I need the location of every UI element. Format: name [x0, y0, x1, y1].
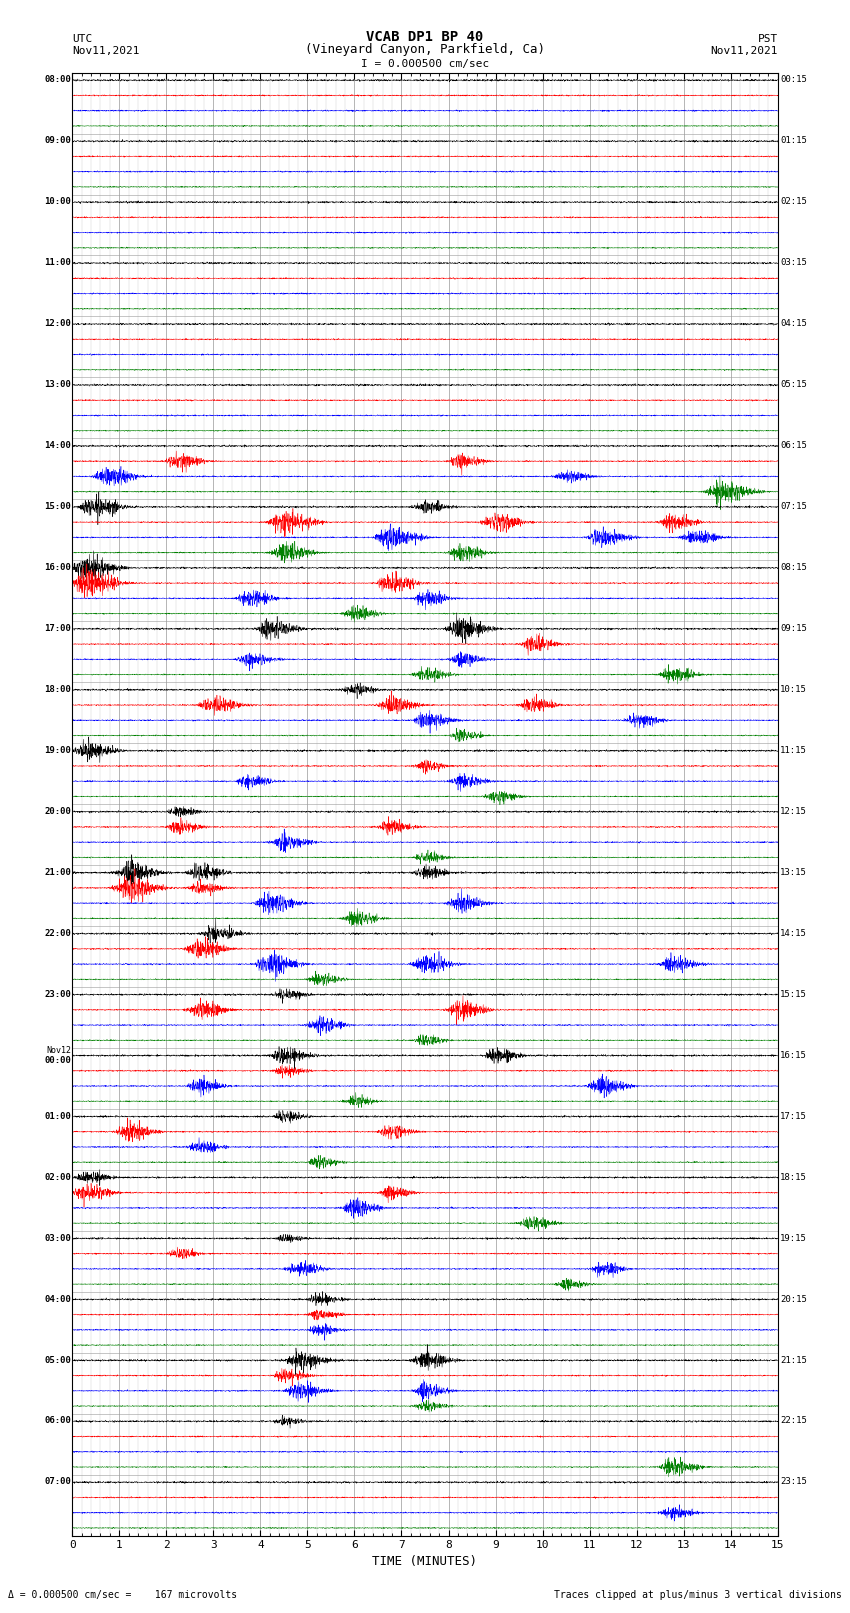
Text: (Vineyard Canyon, Parkfield, Ca): (Vineyard Canyon, Parkfield, Ca)	[305, 44, 545, 56]
Text: 08:15: 08:15	[780, 563, 807, 573]
Text: 22:00: 22:00	[44, 929, 71, 937]
Text: 11:00: 11:00	[44, 258, 71, 268]
Text: 07:15: 07:15	[780, 502, 807, 511]
Text: 08:00: 08:00	[44, 76, 71, 84]
Text: 09:00: 09:00	[44, 137, 71, 145]
Text: 10:00: 10:00	[44, 197, 71, 206]
Text: 11:15: 11:15	[780, 745, 807, 755]
Text: 19:15: 19:15	[780, 1234, 807, 1242]
Text: 10:15: 10:15	[780, 686, 807, 694]
Text: 13:15: 13:15	[780, 868, 807, 877]
Text: 03:00: 03:00	[44, 1234, 71, 1242]
Text: 14:00: 14:00	[44, 440, 71, 450]
Text: 05:00: 05:00	[44, 1355, 71, 1365]
Text: 16:00: 16:00	[44, 563, 71, 573]
Text: 06:00: 06:00	[44, 1416, 71, 1426]
Text: 12:15: 12:15	[780, 806, 807, 816]
Text: 06:15: 06:15	[780, 440, 807, 450]
Text: 00:00: 00:00	[44, 1055, 71, 1065]
Text: 20:15: 20:15	[780, 1295, 807, 1303]
Text: 02:00: 02:00	[44, 1173, 71, 1182]
Text: 03:15: 03:15	[780, 258, 807, 268]
Text: 12:00: 12:00	[44, 319, 71, 327]
Text: 18:15: 18:15	[780, 1173, 807, 1182]
Text: 09:15: 09:15	[780, 624, 807, 632]
Text: 04:15: 04:15	[780, 319, 807, 327]
Text: 04:00: 04:00	[44, 1295, 71, 1303]
Text: 02:15: 02:15	[780, 197, 807, 206]
Text: 14:15: 14:15	[780, 929, 807, 937]
Text: 22:15: 22:15	[780, 1416, 807, 1426]
Text: VCAB DP1 BP 40: VCAB DP1 BP 40	[366, 31, 484, 44]
Text: 16:15: 16:15	[780, 1050, 807, 1060]
Text: Traces clipped at plus/minus 3 vertical divisions: Traces clipped at plus/minus 3 vertical …	[553, 1590, 842, 1600]
Text: 21:15: 21:15	[780, 1355, 807, 1365]
Text: Δ = 0.000500 cm/sec =    167 microvolts: Δ = 0.000500 cm/sec = 167 microvolts	[8, 1590, 238, 1600]
Text: 01:00: 01:00	[44, 1111, 71, 1121]
Text: 18:00: 18:00	[44, 686, 71, 694]
Text: 15:15: 15:15	[780, 990, 807, 998]
Text: 05:15: 05:15	[780, 381, 807, 389]
Text: 20:00: 20:00	[44, 806, 71, 816]
Text: 13:00: 13:00	[44, 381, 71, 389]
X-axis label: TIME (MINUTES): TIME (MINUTES)	[372, 1555, 478, 1568]
Text: 00:15: 00:15	[780, 76, 807, 84]
Text: 07:00: 07:00	[44, 1478, 71, 1487]
Text: 23:15: 23:15	[780, 1478, 807, 1487]
Text: Nov12: Nov12	[46, 1045, 71, 1055]
Text: UTC: UTC	[72, 34, 93, 44]
Text: 17:15: 17:15	[780, 1111, 807, 1121]
Text: 01:15: 01:15	[780, 137, 807, 145]
Text: PST: PST	[757, 34, 778, 44]
Text: I = 0.000500 cm/sec: I = 0.000500 cm/sec	[361, 60, 489, 69]
Text: 17:00: 17:00	[44, 624, 71, 632]
Text: 15:00: 15:00	[44, 502, 71, 511]
Text: 19:00: 19:00	[44, 745, 71, 755]
Text: Nov11,2021: Nov11,2021	[72, 47, 139, 56]
Text: 23:00: 23:00	[44, 990, 71, 998]
Text: 21:00: 21:00	[44, 868, 71, 877]
Text: Nov11,2021: Nov11,2021	[711, 47, 778, 56]
